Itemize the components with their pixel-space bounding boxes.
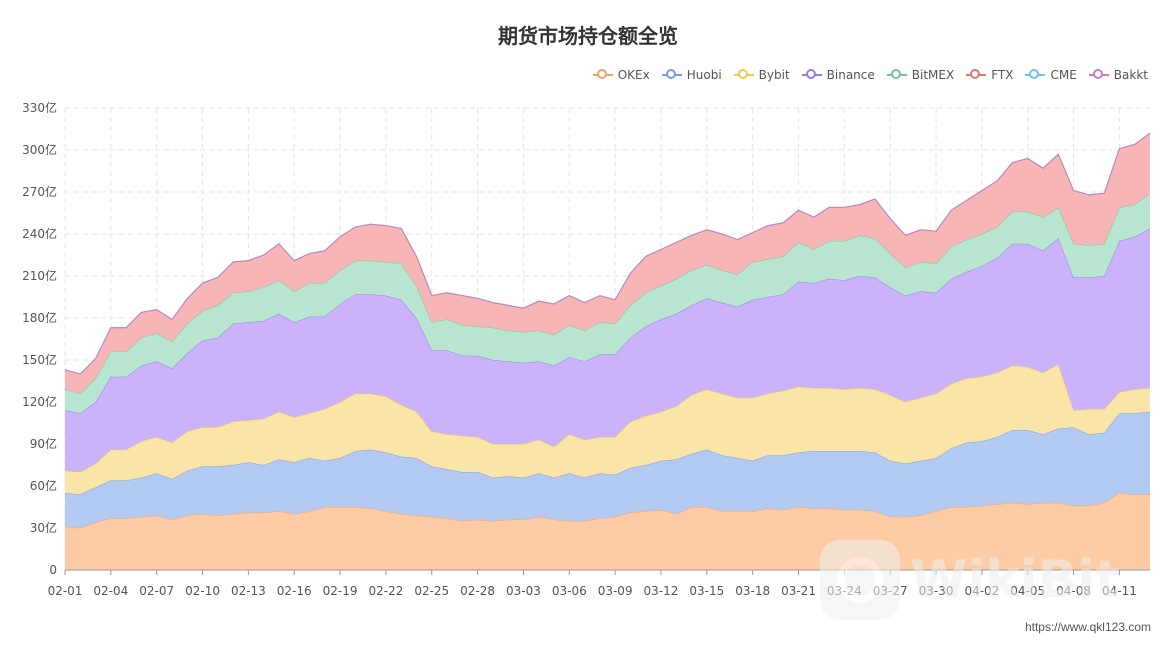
legend-marker-icon <box>966 68 987 82</box>
y-tick-label: 180亿 <box>22 310 57 325</box>
legend-item-bybit[interactable]: Bybit <box>733 68 790 82</box>
legend-label: Huobi <box>686 68 722 82</box>
area-bitmex <box>65 193 1150 414</box>
legend-item-cme[interactable]: CME <box>1025 68 1077 82</box>
legend-marker-icon <box>661 68 682 82</box>
legend-item-binance[interactable]: Binance <box>801 68 875 82</box>
x-tick-label: 02-28 <box>460 584 495 598</box>
x-tick-label: 02-07 <box>139 584 174 598</box>
watermark: WikiBit <box>820 540 1120 620</box>
x-tick-label: 04-05 <box>1010 584 1045 598</box>
y-tick-label: 240亿 <box>22 226 57 241</box>
legend-label: Binance <box>826 68 875 82</box>
legend-marker-icon <box>1025 68 1046 82</box>
x-tick-label: 03-06 <box>552 584 587 598</box>
area-binance <box>65 228 1150 472</box>
area-ftx <box>65 133 1150 394</box>
x-tick-label: 02-01 <box>48 584 83 598</box>
x-tick-label: 04-11 <box>1102 584 1137 598</box>
x-tick-label: 04-08 <box>1056 584 1091 598</box>
x-tick-label: 04-02 <box>964 584 999 598</box>
legend-label: CME <box>1050 68 1077 82</box>
y-tick-label: 60亿 <box>30 478 57 493</box>
x-tick-label: 02-16 <box>277 584 312 598</box>
legend-label: Bybit <box>758 68 790 82</box>
x-tick-label: 03-12 <box>644 584 679 598</box>
x-tick-label: 02-10 <box>185 584 220 598</box>
y-tick-label: 270亿 <box>22 184 57 199</box>
legend-label: FTX <box>991 68 1014 82</box>
y-tick-label: 0 <box>49 563 57 577</box>
x-tick-label: 03-15 <box>689 584 724 598</box>
y-tick-label: 150亿 <box>22 352 57 367</box>
x-tick-label: 03-30 <box>919 584 954 598</box>
x-tick-label: 03-21 <box>781 584 816 598</box>
legend-marker-icon <box>1088 68 1109 82</box>
y-tick-label: 90亿 <box>30 436 57 451</box>
x-tick-label: 02-22 <box>368 584 403 598</box>
legend-item-huobi[interactable]: Huobi <box>661 68 722 82</box>
y-tick-label: 120亿 <box>22 394 57 409</box>
legend-marker-icon <box>886 68 907 82</box>
x-tick-label: 02-19 <box>323 584 358 598</box>
legend-item-bitmex[interactable]: BitMEX <box>886 68 955 82</box>
line-bakkt <box>64 132 1151 375</box>
chart-legend: OKEx Huobi Bybit Binance BitMEX FTX CME Bakkt <box>592 68 1148 82</box>
watermark-text: WikiBit <box>910 550 1120 610</box>
x-tick-label: 03-03 <box>506 584 541 598</box>
y-tick-label: 210亿 <box>22 268 57 283</box>
legend-marker-icon <box>733 68 754 82</box>
watermark-logo-icon <box>820 540 900 620</box>
area-huobi <box>65 411 1150 528</box>
legend-item-okex[interactable]: OKEx <box>592 68 650 82</box>
source-url: https://www.qkl123.com <box>1024 620 1151 634</box>
legend-marker-icon <box>592 68 613 82</box>
x-tick-label: 02-25 <box>414 584 449 598</box>
x-tick-label: 02-04 <box>93 584 128 598</box>
y-tick-label: 300亿 <box>22 142 57 157</box>
legend-label: OKEx <box>617 68 650 82</box>
legend-marker-icon <box>801 68 822 82</box>
x-tick-label: 03-18 <box>735 584 770 598</box>
y-tick-label: 30亿 <box>30 520 57 535</box>
chart-title: 期货市场持仓额全览 <box>498 24 678 48</box>
x-tick-label: 02-13 <box>231 584 266 598</box>
y-tick-label: 330亿 <box>22 100 57 115</box>
legend-label: BitMEX <box>911 68 955 82</box>
legend-item-bakkt[interactable]: Bakkt <box>1088 68 1148 82</box>
x-tick-label: 03-09 <box>598 584 633 598</box>
legend-label: Bakkt <box>1113 68 1148 82</box>
area-bybit <box>65 364 1150 495</box>
legend-item-ftx[interactable]: FTX <box>966 68 1013 82</box>
